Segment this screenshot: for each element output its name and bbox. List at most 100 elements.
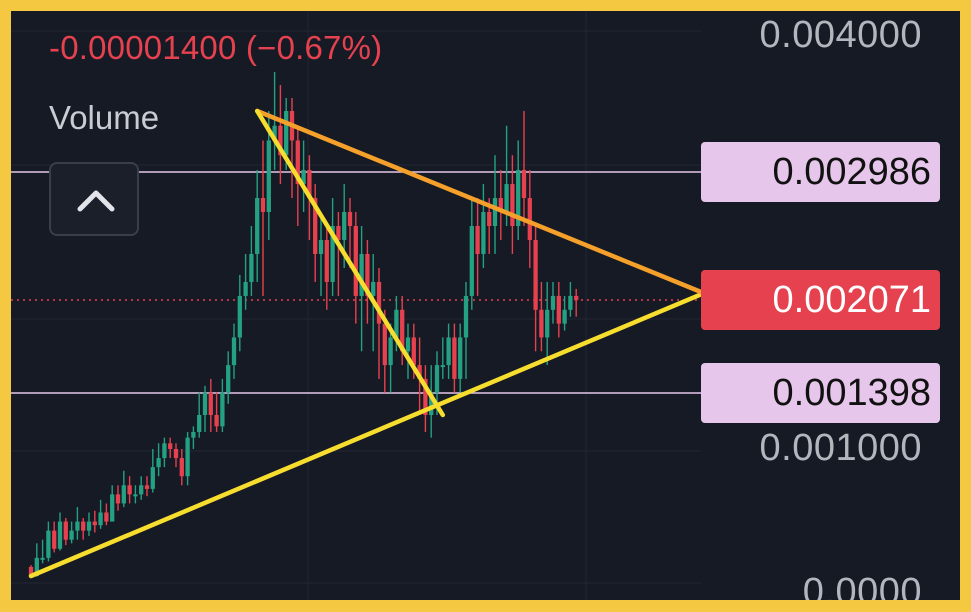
price-change-text: -0.00001400 (−0.67%) xyxy=(49,29,383,66)
candle-body xyxy=(533,239,538,310)
volume-label: Volume xyxy=(49,99,160,136)
candle-body xyxy=(63,521,68,540)
candle-body xyxy=(388,337,393,366)
candles xyxy=(28,72,579,578)
candle-body xyxy=(452,337,457,379)
candle-body xyxy=(347,212,353,226)
candle-body xyxy=(202,392,208,415)
candle-body xyxy=(545,309,550,338)
candle-body xyxy=(139,485,144,495)
candle-body xyxy=(411,337,416,366)
candle-body xyxy=(434,365,440,393)
axis-tick-label: 0.001000 xyxy=(759,427,922,469)
candle-body xyxy=(521,169,527,199)
candle-body xyxy=(278,125,283,156)
candle-body xyxy=(342,212,347,240)
candle-body xyxy=(550,295,556,310)
candle-body xyxy=(359,253,364,296)
candle-body xyxy=(307,169,312,199)
candle-body xyxy=(400,309,405,352)
candle-body xyxy=(266,140,271,213)
collapse-button[interactable] xyxy=(49,162,139,236)
candle-body xyxy=(417,365,422,379)
candle-body xyxy=(92,521,97,526)
candlestick-chart[interactable] xyxy=(11,11,960,600)
upper-resistance-trend-line xyxy=(254,108,707,296)
candle-body xyxy=(458,337,463,379)
candle-body xyxy=(423,378,428,415)
candle-body xyxy=(463,295,469,338)
candle-body xyxy=(162,443,167,459)
candle-body xyxy=(481,212,486,254)
candle-body xyxy=(318,239,324,254)
candle-body xyxy=(34,557,39,576)
candle-body xyxy=(115,494,121,504)
candle-body xyxy=(243,281,248,296)
candle-body xyxy=(284,111,289,156)
candle-body xyxy=(69,530,74,540)
resistance-price-tag: 0.002986 xyxy=(701,142,940,202)
candle-body xyxy=(81,521,86,531)
candle-body xyxy=(75,521,80,531)
candle-body xyxy=(516,169,521,226)
candle-body xyxy=(156,458,161,468)
candle-body xyxy=(487,212,492,226)
candle-body xyxy=(168,443,173,449)
candle-body xyxy=(52,530,57,549)
candle-body xyxy=(226,365,231,393)
axis-tick-label: 0.004000 xyxy=(759,14,922,56)
candle-body xyxy=(249,253,254,282)
candle-body xyxy=(220,392,225,427)
candle-body xyxy=(475,225,480,254)
candle-body xyxy=(104,512,109,522)
candle-body xyxy=(46,530,51,558)
current-price-tag: 0.002071 xyxy=(701,270,940,330)
support-price-tag: 0.001398 xyxy=(701,363,940,423)
candle-body xyxy=(324,239,329,282)
candle-body xyxy=(527,198,532,240)
candle-body xyxy=(376,281,382,324)
candle-body xyxy=(173,449,179,459)
candle-body xyxy=(510,184,515,226)
candle-body xyxy=(295,140,300,185)
axis-tick-label: 0.0000 xyxy=(802,571,922,600)
candle-body xyxy=(504,184,509,213)
candle-body xyxy=(191,432,196,438)
candle-body xyxy=(121,485,126,504)
candle-body xyxy=(144,485,150,489)
candle-body xyxy=(98,512,103,526)
candle-body xyxy=(336,225,341,240)
candle-body xyxy=(127,485,132,495)
candle-body xyxy=(562,309,567,324)
candle-body xyxy=(185,437,190,477)
candle-body xyxy=(133,494,138,497)
chevron-up-icon xyxy=(77,190,115,212)
candle-body xyxy=(330,225,335,282)
candle-body xyxy=(272,125,277,141)
candle-body xyxy=(197,415,202,432)
candle-body xyxy=(110,494,115,522)
steep-down-trend-line xyxy=(254,108,446,418)
candle-body xyxy=(301,169,306,185)
trendlines xyxy=(28,108,707,579)
candle-body xyxy=(492,198,498,226)
candle-body xyxy=(446,337,451,366)
candle-body xyxy=(231,337,237,366)
candle-body xyxy=(353,225,358,296)
support-trend-line xyxy=(28,290,707,579)
chart-frame: -0.00001400 (−0.67%) Volume 0.004000 0.0… xyxy=(11,11,960,600)
candle-body xyxy=(469,225,474,296)
candle-body xyxy=(498,198,503,213)
candle-body xyxy=(371,281,376,296)
candle-body xyxy=(208,392,213,415)
candle-body xyxy=(574,295,579,301)
candle-body xyxy=(40,557,45,560)
candle-body xyxy=(150,467,155,489)
candle-body xyxy=(365,253,370,296)
candle-body xyxy=(179,458,184,477)
candle-body xyxy=(568,295,573,310)
candle-body xyxy=(539,309,544,338)
candle-body xyxy=(429,392,434,415)
candle-body xyxy=(313,198,318,254)
candle-body xyxy=(405,337,411,352)
